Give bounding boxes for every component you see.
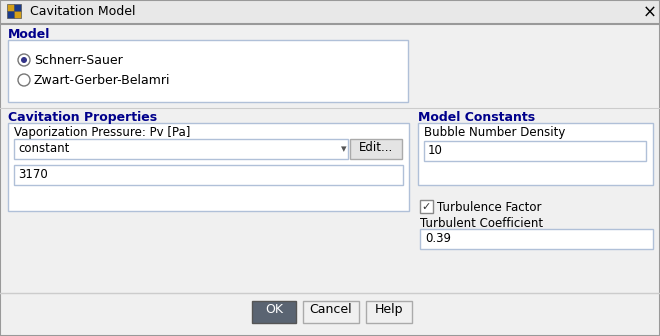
- Text: Zwart-Gerber-Belamri: Zwart-Gerber-Belamri: [34, 74, 170, 87]
- Bar: [420, 200, 433, 213]
- Bar: [8, 40, 408, 102]
- Bar: [252, 301, 296, 323]
- Bar: [0, 0, 660, 24]
- Text: Help: Help: [375, 303, 403, 316]
- Text: Bubble Number Density: Bubble Number Density: [424, 126, 566, 139]
- Text: constant: constant: [18, 142, 69, 155]
- Text: 10: 10: [428, 144, 443, 157]
- Text: Cavitation Properties: Cavitation Properties: [8, 111, 157, 124]
- Bar: [418, 123, 653, 185]
- Text: Model Constants: Model Constants: [418, 111, 535, 124]
- Bar: [14, 4, 21, 11]
- Bar: [7, 11, 14, 18]
- Text: Turbulent Coefficient: Turbulent Coefficient: [420, 217, 543, 230]
- Text: Cancel: Cancel: [310, 303, 352, 316]
- Circle shape: [18, 54, 30, 66]
- Bar: [14, 11, 21, 18]
- Text: Cavitation Model: Cavitation Model: [30, 5, 135, 18]
- Bar: [420, 229, 653, 249]
- Bar: [350, 139, 402, 159]
- Text: Turbulence Factor: Turbulence Factor: [437, 201, 541, 214]
- Bar: [424, 141, 646, 161]
- Text: 3170: 3170: [18, 168, 48, 181]
- Text: Vaporization Pressure: Pv [Pa]: Vaporization Pressure: Pv [Pa]: [14, 126, 190, 139]
- Bar: [14, 139, 348, 159]
- Text: OK: OK: [265, 303, 283, 316]
- Text: Model: Model: [8, 28, 50, 41]
- Bar: [366, 301, 412, 323]
- Bar: [8, 123, 409, 211]
- Text: 0.39: 0.39: [425, 232, 451, 245]
- Text: Schnerr-Sauer: Schnerr-Sauer: [34, 54, 123, 67]
- Text: Edit...: Edit...: [359, 141, 393, 154]
- Circle shape: [18, 74, 30, 86]
- Bar: [14, 165, 403, 185]
- Text: ×: ×: [643, 4, 657, 22]
- Text: ✓: ✓: [422, 202, 431, 212]
- Text: ▾: ▾: [341, 144, 347, 155]
- Bar: [303, 301, 359, 323]
- Circle shape: [21, 57, 27, 63]
- Bar: [7, 4, 14, 11]
